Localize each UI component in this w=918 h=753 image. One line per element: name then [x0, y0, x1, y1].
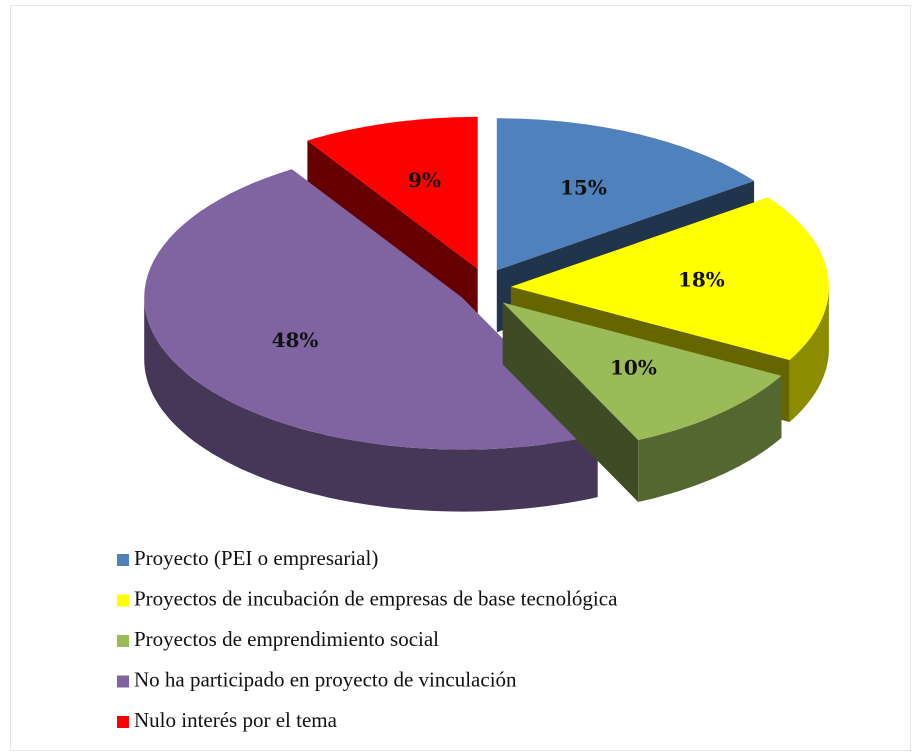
- slice: [502, 302, 782, 440]
- slice-side: [789, 286, 829, 422]
- data-label: 9%: [408, 168, 441, 192]
- slice-side: [638, 375, 782, 502]
- legend-swatch: [117, 716, 129, 728]
- legend-label: Proyectos de emprendimiento social: [134, 627, 439, 651]
- legend-swatch: [117, 635, 129, 647]
- legend-swatch: [117, 675, 129, 688]
- data-label: 18%: [678, 268, 725, 292]
- slice: [510, 197, 829, 360]
- legend-label: Proyecto (PEI o empresarial): [134, 546, 378, 570]
- data-label: 10%: [610, 355, 657, 379]
- slice-edge: [502, 302, 639, 502]
- slice-side: [144, 297, 598, 512]
- legend-label: Proyectos de incubación de empresas de b…: [134, 586, 618, 610]
- legend: Proyecto (PEI o empresarial) Proyectos de…: [117, 546, 618, 732]
- legend-swatch: [117, 554, 129, 566]
- data-label: 48%: [272, 328, 319, 352]
- legend-label: Nulo interés por el tema: [134, 708, 338, 732]
- data-label: 15%: [560, 176, 607, 200]
- slice: [307, 116, 478, 269]
- legend-swatch: [117, 594, 129, 607]
- slice: [144, 169, 598, 450]
- legend-label: No ha participado en proyecto de vincula…: [134, 667, 517, 691]
- pie: 15% 18% 10% 48% 9%: [144, 116, 829, 512]
- slice: [496, 118, 755, 271]
